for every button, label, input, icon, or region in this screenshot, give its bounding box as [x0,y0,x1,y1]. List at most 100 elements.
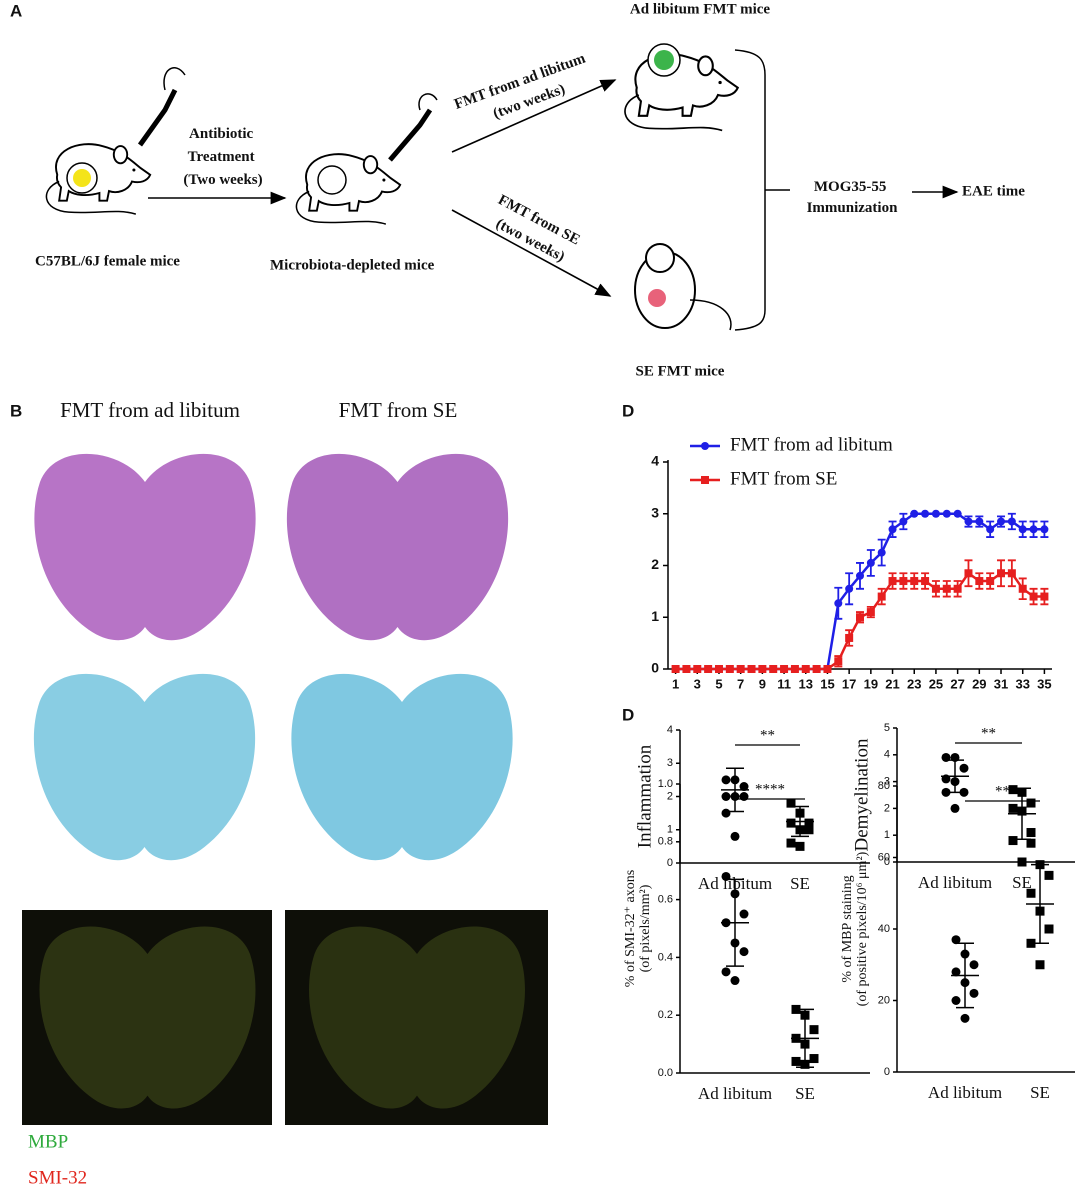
point [845,584,854,593]
point [975,577,984,586]
mean-sd-bar [1008,787,1036,840]
point [899,517,908,526]
point [1008,785,1018,795]
point [910,577,919,586]
y-tick-label: 1 [884,829,890,841]
point [739,947,749,957]
point [1040,525,1049,534]
panel-label: A [10,1,22,20]
point [812,665,821,673]
y-tick-label: 1.0 [658,778,673,790]
y-tick-label: 2 [651,556,659,572]
mouse-label: Microbiota-depleted mice [270,257,435,273]
point [786,818,796,828]
point [721,792,731,801]
point [780,665,789,673]
point [1044,924,1054,934]
point [921,577,930,586]
x-tick-label: 5 [715,676,722,691]
point [964,569,973,578]
point [845,633,854,642]
point [786,838,796,848]
significance-label: **** [755,781,785,797]
point [801,665,810,673]
x-tick-label: 15 [820,676,834,691]
x-tick-label: 9 [759,676,766,691]
point [942,584,951,593]
x-tick-label: SE [795,1084,815,1103]
point [951,935,961,945]
point [942,509,951,518]
mean-sd-bar [786,805,814,838]
step-label: EAE time [962,183,1025,199]
mouse-label: SE FMT mice [636,363,725,379]
point [804,818,814,828]
y-tick-label: 0.4 [658,951,673,963]
text-line: (Two weeks) [183,172,262,188]
point [953,584,962,593]
y-tick-label: 1 [667,824,673,836]
point [888,525,897,534]
y-tick-label: 4 [667,724,673,736]
point [931,509,940,518]
point [888,577,897,586]
x-tick-label: 17 [842,676,856,691]
point [975,517,984,526]
point [747,665,756,673]
y-tick-label: 2 [884,802,890,814]
point [1040,592,1049,601]
x-tick-label: Ad libitum [928,1083,1002,1102]
legend-label: MBP [28,1131,68,1152]
x-tick-label: 29 [972,676,986,691]
x-tick-label: 31 [994,676,1008,691]
he-stain [286,453,509,641]
x-tick-label: 19 [864,676,878,691]
point [951,967,961,977]
point [969,960,979,970]
legend-label: FMT from SE [730,468,837,489]
point [899,577,908,586]
y-axis-label: Inflammation [634,744,655,848]
x-tick-label: SE [1012,873,1032,892]
lfb-stain [33,673,256,861]
legend-marker [701,476,709,484]
point [1026,888,1036,898]
point [1008,803,1018,813]
point [809,1054,819,1064]
y-axis-label: Demyelination [851,738,872,851]
point [1035,960,1045,970]
point [739,782,749,792]
point [969,988,979,998]
x-tick-label: 1 [672,676,679,691]
y-tick-label: 1 [651,608,659,624]
y-axis-label: (of pixels/mm²) [638,884,653,972]
point [1017,857,1027,867]
point [704,665,713,673]
point [1008,836,1018,846]
point [1026,838,1036,848]
y-tick-label: 20 [878,994,890,1006]
point [964,517,973,526]
y-tick-label: 0 [651,660,659,676]
mean-sd-bar [941,759,969,794]
point [1018,525,1027,534]
y-tick-label: 3 [667,757,673,769]
y-tick-label: 0.8 [658,836,673,848]
x-tick-label: 23 [907,676,921,691]
point [721,967,731,977]
y-axis-label: (of positive pixels/10⁶ μm²) [855,851,870,1006]
mean-sd-bar [791,1008,819,1068]
panel-label: B [10,401,22,420]
mean-sd-bar [951,942,979,1009]
point [736,665,745,673]
point [721,775,731,785]
y-tick-label: 5 [884,722,890,734]
point [790,665,799,673]
point [856,571,864,580]
point [1026,828,1036,838]
point [721,808,731,818]
x-tick-label: 27 [950,676,964,691]
point [921,509,930,518]
text-line: Treatment [188,149,255,165]
